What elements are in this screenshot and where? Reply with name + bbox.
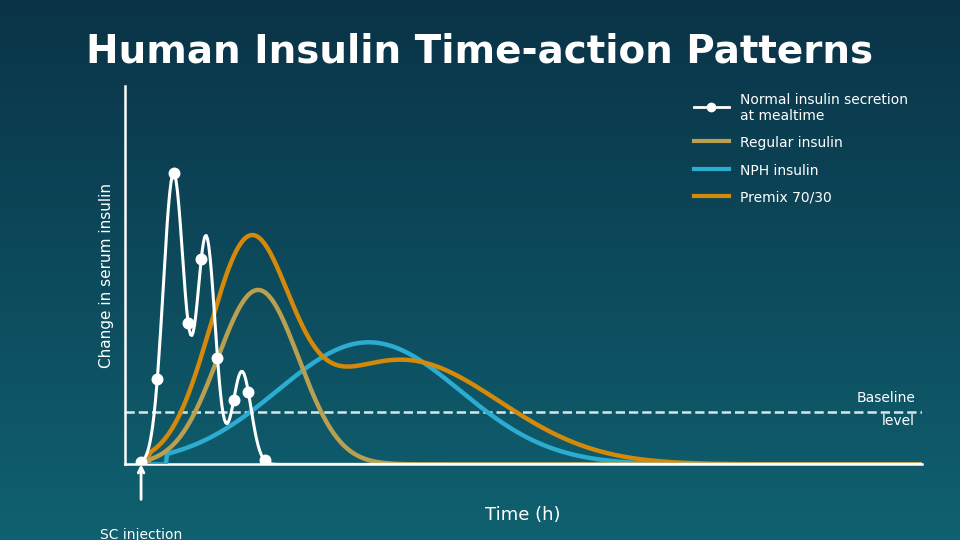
Point — [133, 458, 149, 467]
Point — [241, 388, 256, 396]
Point — [194, 255, 209, 264]
Point — [166, 169, 181, 178]
Y-axis label: Change in serum insulin: Change in serum insulin — [99, 183, 113, 368]
Point — [226, 395, 241, 404]
Point — [180, 319, 196, 328]
Point — [257, 456, 273, 464]
Text: Baseline: Baseline — [856, 391, 915, 405]
Text: level: level — [882, 414, 915, 428]
X-axis label: Time (h): Time (h) — [486, 506, 561, 524]
Point — [150, 374, 165, 383]
Text: SC injection: SC injection — [100, 528, 182, 540]
Point — [210, 354, 226, 362]
Text: Human Insulin Time-action Patterns: Human Insulin Time-action Patterns — [86, 32, 874, 70]
Legend: Normal insulin secretion
at mealtime, Regular insulin, NPH insulin, Premix 70/30: Normal insulin secretion at mealtime, Re… — [687, 86, 915, 212]
